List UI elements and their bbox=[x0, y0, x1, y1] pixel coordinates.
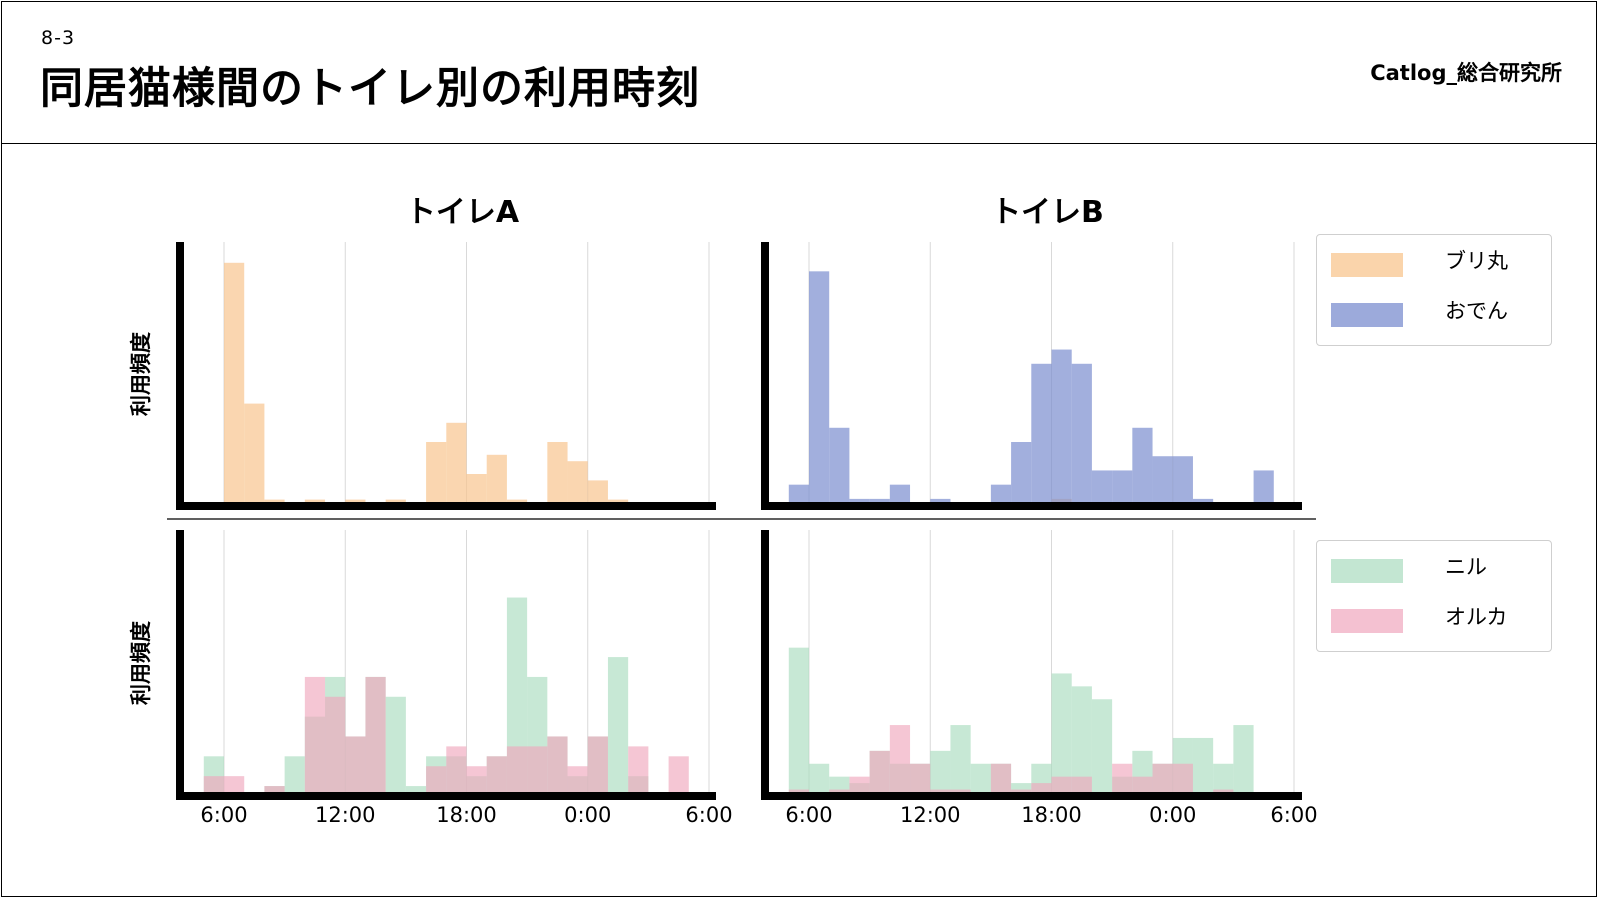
histogram-bar bbox=[527, 746, 548, 796]
histogram-bar bbox=[809, 763, 830, 796]
histogram-bar bbox=[587, 480, 608, 506]
histogram-bar bbox=[567, 461, 588, 506]
histogram-bar bbox=[486, 756, 507, 796]
histogram-bar bbox=[446, 422, 467, 506]
histogram-bar bbox=[486, 454, 507, 506]
histogram-bar bbox=[587, 736, 608, 796]
legend-label-buri: ブリ丸 bbox=[1445, 249, 1508, 273]
histogram-bar bbox=[910, 763, 931, 796]
histogram-bar bbox=[304, 676, 326, 796]
histogram-bar bbox=[1152, 763, 1173, 796]
histogram-bar bbox=[1172, 763, 1193, 796]
header-divider bbox=[1, 143, 1597, 144]
histogram-bar bbox=[668, 756, 689, 796]
y-axis-label: 利用頻度 bbox=[129, 332, 153, 416]
legend-swatch-buri bbox=[1331, 253, 1403, 277]
histogram-bar bbox=[466, 766, 487, 796]
histogram-bar bbox=[1051, 349, 1072, 506]
histogram-bar bbox=[950, 725, 971, 796]
histogram-bar bbox=[224, 776, 245, 796]
histogram-bar bbox=[426, 766, 447, 796]
x-tick-label: 12:00 bbox=[900, 803, 961, 827]
histogram-bar bbox=[426, 442, 447, 506]
histogram-bar bbox=[889, 484, 911, 506]
section-number: 8-3 bbox=[41, 27, 76, 49]
histogram-bar bbox=[345, 736, 366, 796]
histogram-bar bbox=[284, 756, 305, 796]
histogram-bar bbox=[567, 766, 588, 796]
histogram-bar bbox=[990, 763, 1012, 796]
histogram-bar bbox=[1233, 725, 1254, 796]
histogram-bar bbox=[628, 746, 649, 796]
histogram-bar bbox=[224, 262, 245, 506]
histogram-bar bbox=[466, 474, 487, 506]
histogram-bar bbox=[869, 750, 890, 796]
x-tick-label: 18:00 bbox=[1021, 803, 1082, 827]
histogram-bar bbox=[1253, 470, 1274, 506]
histogram-bar bbox=[1091, 470, 1113, 506]
histogram-bar bbox=[1051, 776, 1072, 796]
histogram-bar bbox=[264, 786, 285, 796]
histogram-bar bbox=[385, 696, 406, 796]
histogram-bar bbox=[365, 676, 386, 796]
legend-top: ブリ丸 おでん bbox=[1316, 234, 1552, 346]
histogram-bar bbox=[547, 442, 568, 506]
histogram-bar bbox=[1112, 763, 1133, 796]
x-tick-label: 18:00 bbox=[436, 803, 497, 827]
legend-swatch-nil bbox=[1331, 559, 1403, 583]
page-title: 同居猫様間のトイレ別の利用時刻 bbox=[40, 64, 700, 114]
x-tick-label: 6:00 bbox=[685, 803, 732, 827]
histogram-bar bbox=[1132, 776, 1153, 796]
histogram-bar bbox=[607, 657, 629, 796]
histogram-bar bbox=[788, 647, 809, 796]
histogram-bar bbox=[990, 484, 1012, 506]
histogram-bar bbox=[809, 271, 830, 506]
histogram-bar bbox=[930, 750, 951, 796]
histogram-bar bbox=[1011, 442, 1032, 506]
histogram-bar bbox=[405, 786, 427, 796]
histogram-bar bbox=[1112, 470, 1133, 506]
histogram-bar bbox=[829, 427, 850, 506]
histogram-bar bbox=[325, 696, 346, 796]
x-tick-label: 6:00 bbox=[200, 803, 247, 827]
legend-swatch-orca bbox=[1331, 609, 1403, 633]
histogram-bar bbox=[1031, 363, 1052, 506]
histogram-bar bbox=[889, 725, 911, 796]
x-tick-label: 6:00 bbox=[785, 803, 832, 827]
histogram-bar bbox=[1132, 427, 1153, 506]
histogram-bar bbox=[1051, 673, 1072, 796]
x-tick-label: 0:00 bbox=[564, 803, 611, 827]
histogram-bar bbox=[1152, 456, 1173, 506]
histogram-bar bbox=[203, 776, 224, 796]
histogram-bar bbox=[1071, 776, 1092, 796]
histogram-bar bbox=[1172, 456, 1193, 506]
legend-swatch-oden bbox=[1331, 303, 1403, 327]
legend-label-orca: オルカ bbox=[1445, 605, 1508, 629]
histogram-bar bbox=[1213, 763, 1234, 796]
y-axis-label: 利用頻度 bbox=[129, 621, 153, 705]
x-tick-label: 6:00 bbox=[1270, 803, 1317, 827]
histogram-bar bbox=[1091, 699, 1113, 796]
legend-bottom: ニル オルカ bbox=[1316, 540, 1552, 652]
x-tick-label: 0:00 bbox=[1149, 803, 1196, 827]
histogram-bar bbox=[1071, 686, 1092, 796]
histogram-bar bbox=[446, 746, 467, 796]
x-tick-label: 12:00 bbox=[315, 803, 376, 827]
histogram-bar bbox=[547, 736, 568, 796]
panel-title: トイレB bbox=[991, 195, 1104, 230]
histogram-bar bbox=[506, 746, 528, 796]
histogram-bar bbox=[1192, 737, 1214, 796]
legend-label-oden: おでん bbox=[1445, 299, 1508, 323]
brand-logo-text: Catlog_総合研究所 bbox=[1370, 61, 1562, 85]
histogram-bar bbox=[244, 403, 265, 506]
histogram-bar bbox=[849, 776, 870, 796]
histogram-bar bbox=[970, 763, 991, 796]
legend-label-nil: ニル bbox=[1445, 555, 1487, 579]
histogram-bar bbox=[788, 484, 809, 506]
panel-title: トイレA bbox=[406, 195, 520, 230]
histogram-bar bbox=[1071, 363, 1092, 506]
